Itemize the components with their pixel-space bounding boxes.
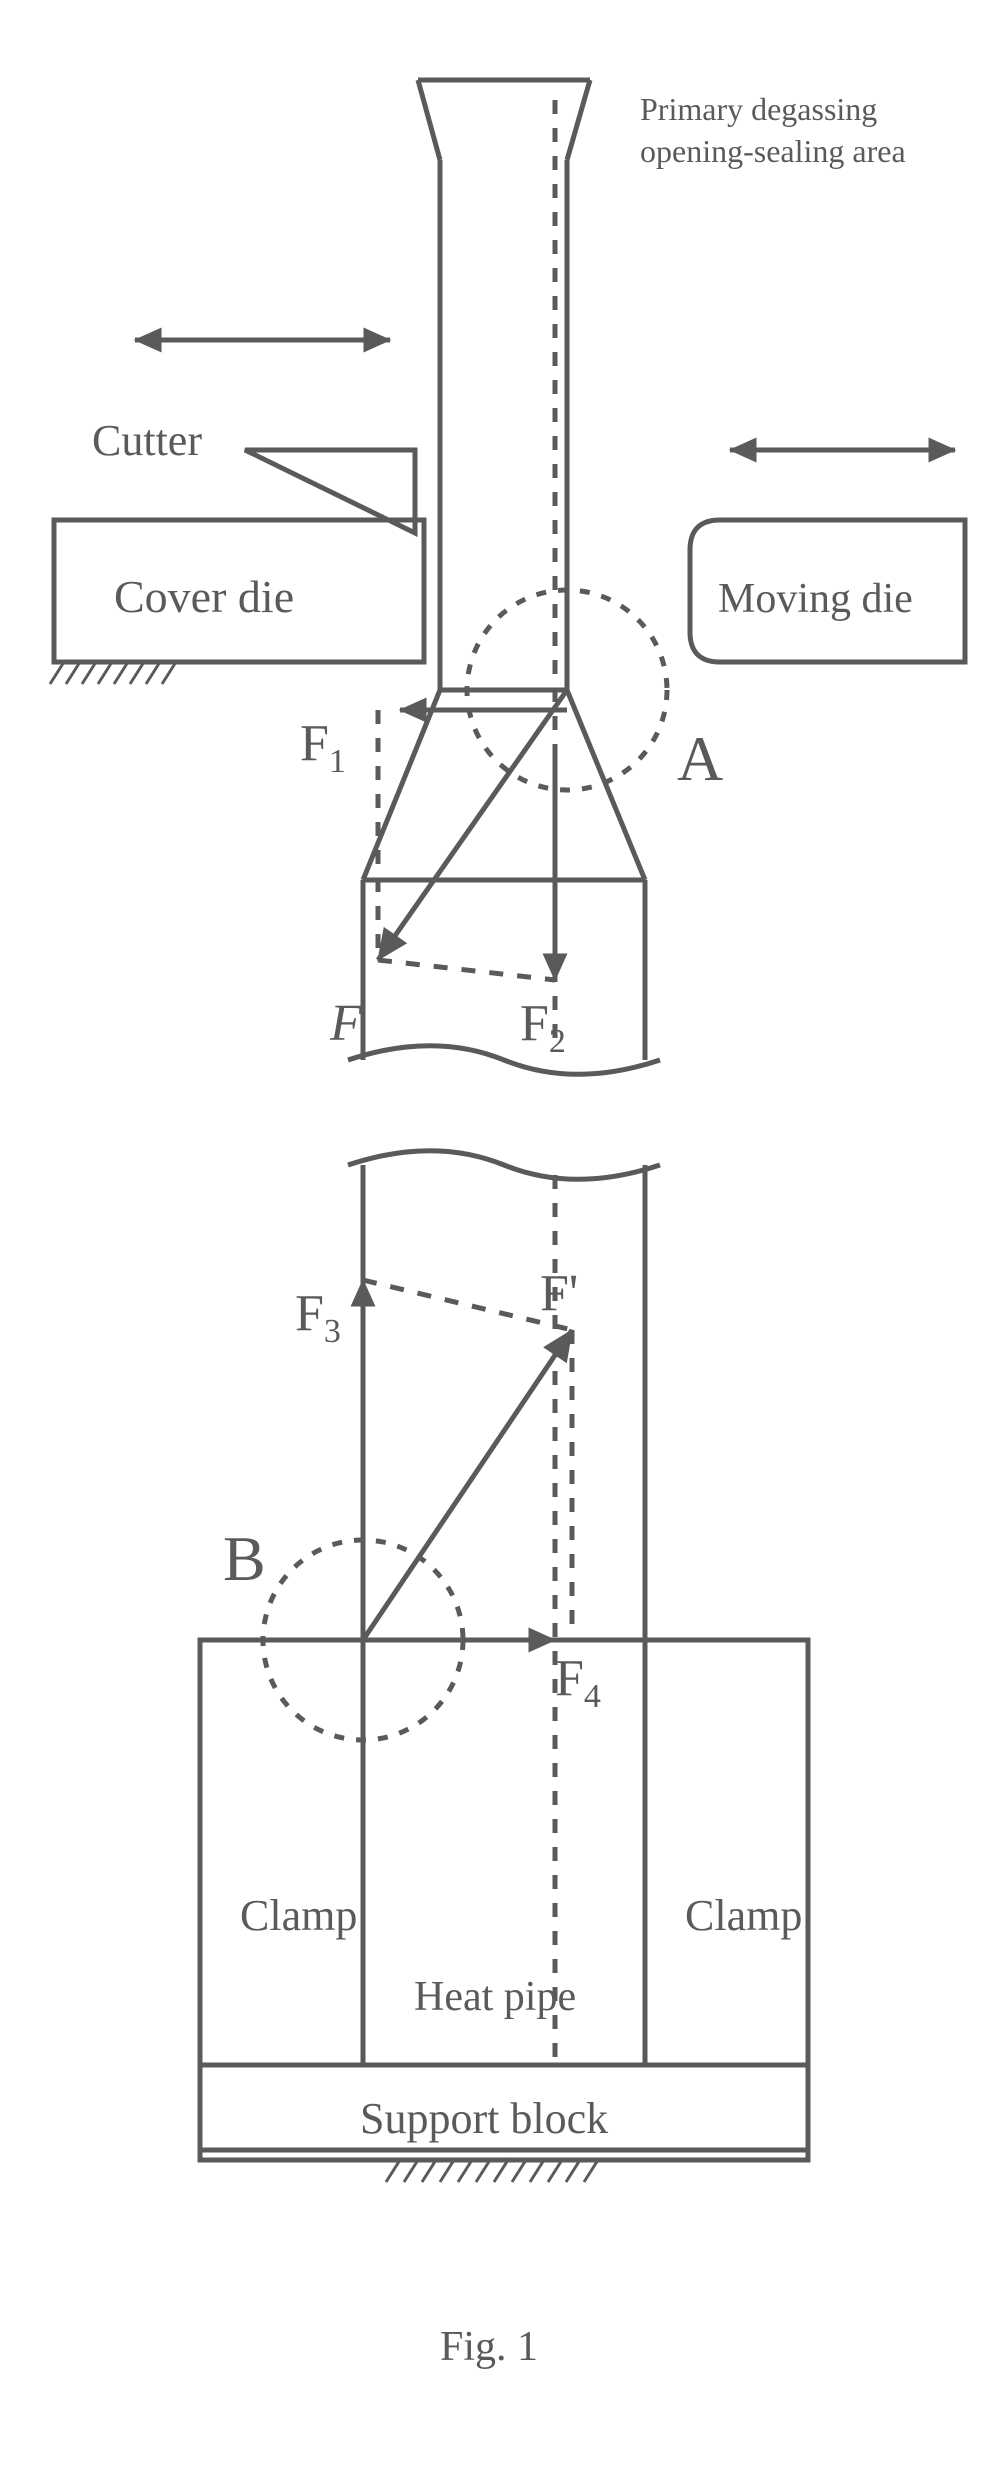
svg-text:Clamp: Clamp	[240, 1891, 357, 1940]
svg-text:Cutter: Cutter	[92, 416, 202, 465]
svg-text:Primary degassing: Primary degassing	[640, 91, 877, 127]
svg-text:Moving die: Moving die	[718, 576, 913, 622]
svg-text:F3: F3	[295, 1285, 341, 1350]
svg-text:A: A	[677, 723, 723, 794]
svg-text:B: B	[223, 1523, 266, 1594]
svg-text:F1: F1	[300, 715, 346, 780]
svg-text:Fig. 1: Fig. 1	[440, 2324, 538, 2370]
svg-text:Heat pipe: Heat pipe	[414, 1974, 576, 2020]
svg-text:Support block: Support block	[360, 2094, 608, 2143]
svg-text:opening-sealing area: opening-sealing area	[640, 133, 906, 169]
svg-text:F': F'	[540, 1265, 578, 1322]
svg-text:Cover die: Cover die	[114, 571, 294, 622]
svg-text:F2: F2	[520, 995, 566, 1060]
figure-1-diagram: Cover die Moving die Cutter Primary degassi…	[0, 0, 1001, 2466]
svg-text:F4: F4	[555, 1650, 601, 1715]
svg-text:F: F	[329, 995, 363, 1052]
svg-text:Clamp: Clamp	[685, 1891, 802, 1940]
